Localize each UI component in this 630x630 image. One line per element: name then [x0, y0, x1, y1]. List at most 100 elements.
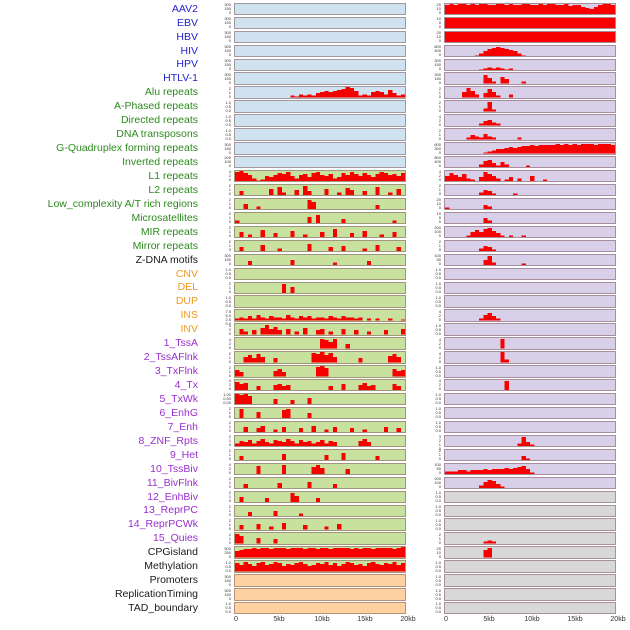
y-tick-label: 400 [434, 47, 441, 53]
right-panel-hpv [444, 58, 616, 71]
y-tick-label: 1 [228, 284, 231, 290]
bar-series [479, 160, 530, 168]
y-tick-label: 2 [438, 354, 441, 360]
y-tick-label: 7.5 [225, 308, 231, 314]
right-y-axis-ticks: 1.0 0.5 0.0 [412, 573, 444, 587]
right-y-axis-ticks: 200 100 0 [412, 226, 444, 238]
y-tick-label: 2 [228, 531, 231, 537]
track-row-mirror-repeats: Mirror repeats 2 1 0 2 1 0 [0, 239, 630, 253]
track-label-l2-repeats: L2 repeats [148, 183, 198, 196]
y-tick-label: 100 [224, 159, 231, 165]
left-y-axis-ticks: 7.5 5.0 2.5 0.0 [202, 308, 234, 325]
y-tick-label: 0.0 [435, 302, 441, 308]
track-label-htlv-1: HTLV-1 [163, 72, 198, 85]
right-panel-inv [444, 323, 616, 336]
right-y-axis-ticks: 1.0 0.5 0.0 [412, 560, 444, 573]
y-tick-label: 0.0 [435, 497, 441, 503]
bar-series [483, 144, 615, 154]
y-tick-label: 2 [438, 340, 441, 346]
y-tick-label: 2 [438, 438, 441, 444]
y-tick-label: 2 [438, 99, 441, 105]
y-tick-label: 5.0 [225, 312, 231, 318]
y-tick-label: 0.5 [225, 131, 231, 137]
y-tick-label: 4 [438, 378, 441, 384]
y-tick-label: 0.5 [435, 521, 441, 527]
y-tick-label: 0 [228, 38, 231, 44]
y-tick-label: 0 [228, 288, 231, 294]
y-tick-label: 0 [438, 456, 441, 462]
y-tick-label: 10 [436, 16, 441, 22]
x-axis-label: 0 [444, 616, 448, 624]
y-tick-label: 0 [228, 372, 231, 378]
y-tick-label: 150 [224, 577, 231, 583]
track-label-l1-repeats: L1 repeats [148, 169, 198, 182]
y-tick-label: 1 [228, 368, 231, 374]
y-tick-label: 0 [438, 177, 441, 183]
right-panel-7-enh [444, 420, 616, 434]
right-panel-microsatellites [444, 211, 616, 225]
track-row-ins: INS 7.5 5.0 2.5 0.0 4 2 0 [0, 308, 630, 325]
y-tick-label: 0.5 [435, 591, 441, 597]
y-tick-label: 0.5 [225, 103, 231, 109]
bar-series [445, 394, 615, 404]
y-tick-label: 0 [438, 484, 441, 490]
y-tick-label: 0 [228, 163, 231, 169]
left-y-axis-ticks: 1.00 0.50 0.00 [202, 393, 234, 405]
y-tick-label: 4 [438, 169, 441, 175]
bar-series [445, 575, 615, 585]
y-tick-label: 1 [438, 452, 441, 458]
y-tick-label: 0.0 [435, 400, 441, 406]
y-tick-label: 1 [438, 103, 441, 109]
left-panel-cnv [234, 267, 406, 280]
bar-series [445, 283, 615, 293]
y-tick-label: 0.0 [435, 372, 441, 378]
y-tick-label: 2 [228, 420, 231, 426]
right-panel-cpgisland [444, 546, 616, 559]
track-label-4-tx: 4_Tx [174, 379, 198, 392]
y-tick-label: 0 [438, 65, 441, 71]
y-tick-label: 2 [438, 239, 441, 245]
track-label-ins: INS [180, 309, 198, 322]
bar-series [239, 243, 401, 252]
left-panel-4-tx [234, 379, 406, 392]
y-tick-label: 1.0 [435, 294, 441, 300]
bar-series [235, 32, 405, 42]
y-tick-label: 1.0 [435, 573, 441, 579]
y-tick-label: 0.50 [223, 396, 231, 402]
right-y-axis-ticks: 100 50 0 [412, 254, 444, 266]
y-tick-label: 2 [438, 173, 441, 179]
left-x-axis: 0 5kb 10kb 15kb 20kb [234, 616, 416, 627]
right-y-axis-ticks: 10 5 0 [412, 17, 444, 29]
track-label-promoters: Promoters [149, 574, 198, 587]
left-panel-8-znf-rpts [234, 434, 406, 448]
y-tick-label: 1 [228, 89, 231, 95]
y-tick-label: 300 [224, 30, 231, 36]
y-tick-label: 1 [438, 187, 441, 193]
y-tick-label: 0 [438, 386, 441, 392]
y-tick-label: 4 [438, 308, 441, 314]
bar-series [235, 46, 405, 56]
bar-series [445, 519, 615, 529]
y-tick-label: 1 [228, 535, 231, 541]
y-tick-label: 4 [228, 169, 231, 175]
y-tick-label: 10 [436, 34, 441, 40]
y-tick-label: 100 [434, 253, 441, 259]
right-panel-13-reprpc [444, 504, 616, 517]
right-panel-dna-transposons [444, 128, 616, 141]
track-label-3-txflnk: 3_TxFlnk [154, 365, 198, 378]
bar-series [479, 245, 496, 252]
left-y-axis-ticks: 500 250 0 [202, 546, 234, 559]
x-axis-label: 0 [234, 616, 238, 624]
bar-series [483, 548, 492, 558]
track-row-1-tssa: 1_TssA 4 2 0 4 2 0 [0, 337, 630, 351]
track-row-replicationtiming: ReplicationTiming 300 150 0 1.0 0.5 0.0 [0, 587, 630, 601]
bar-series [462, 88, 513, 98]
track-row-del: DEL 2 1 0 1.0 0.5 0.0 [0, 281, 630, 295]
